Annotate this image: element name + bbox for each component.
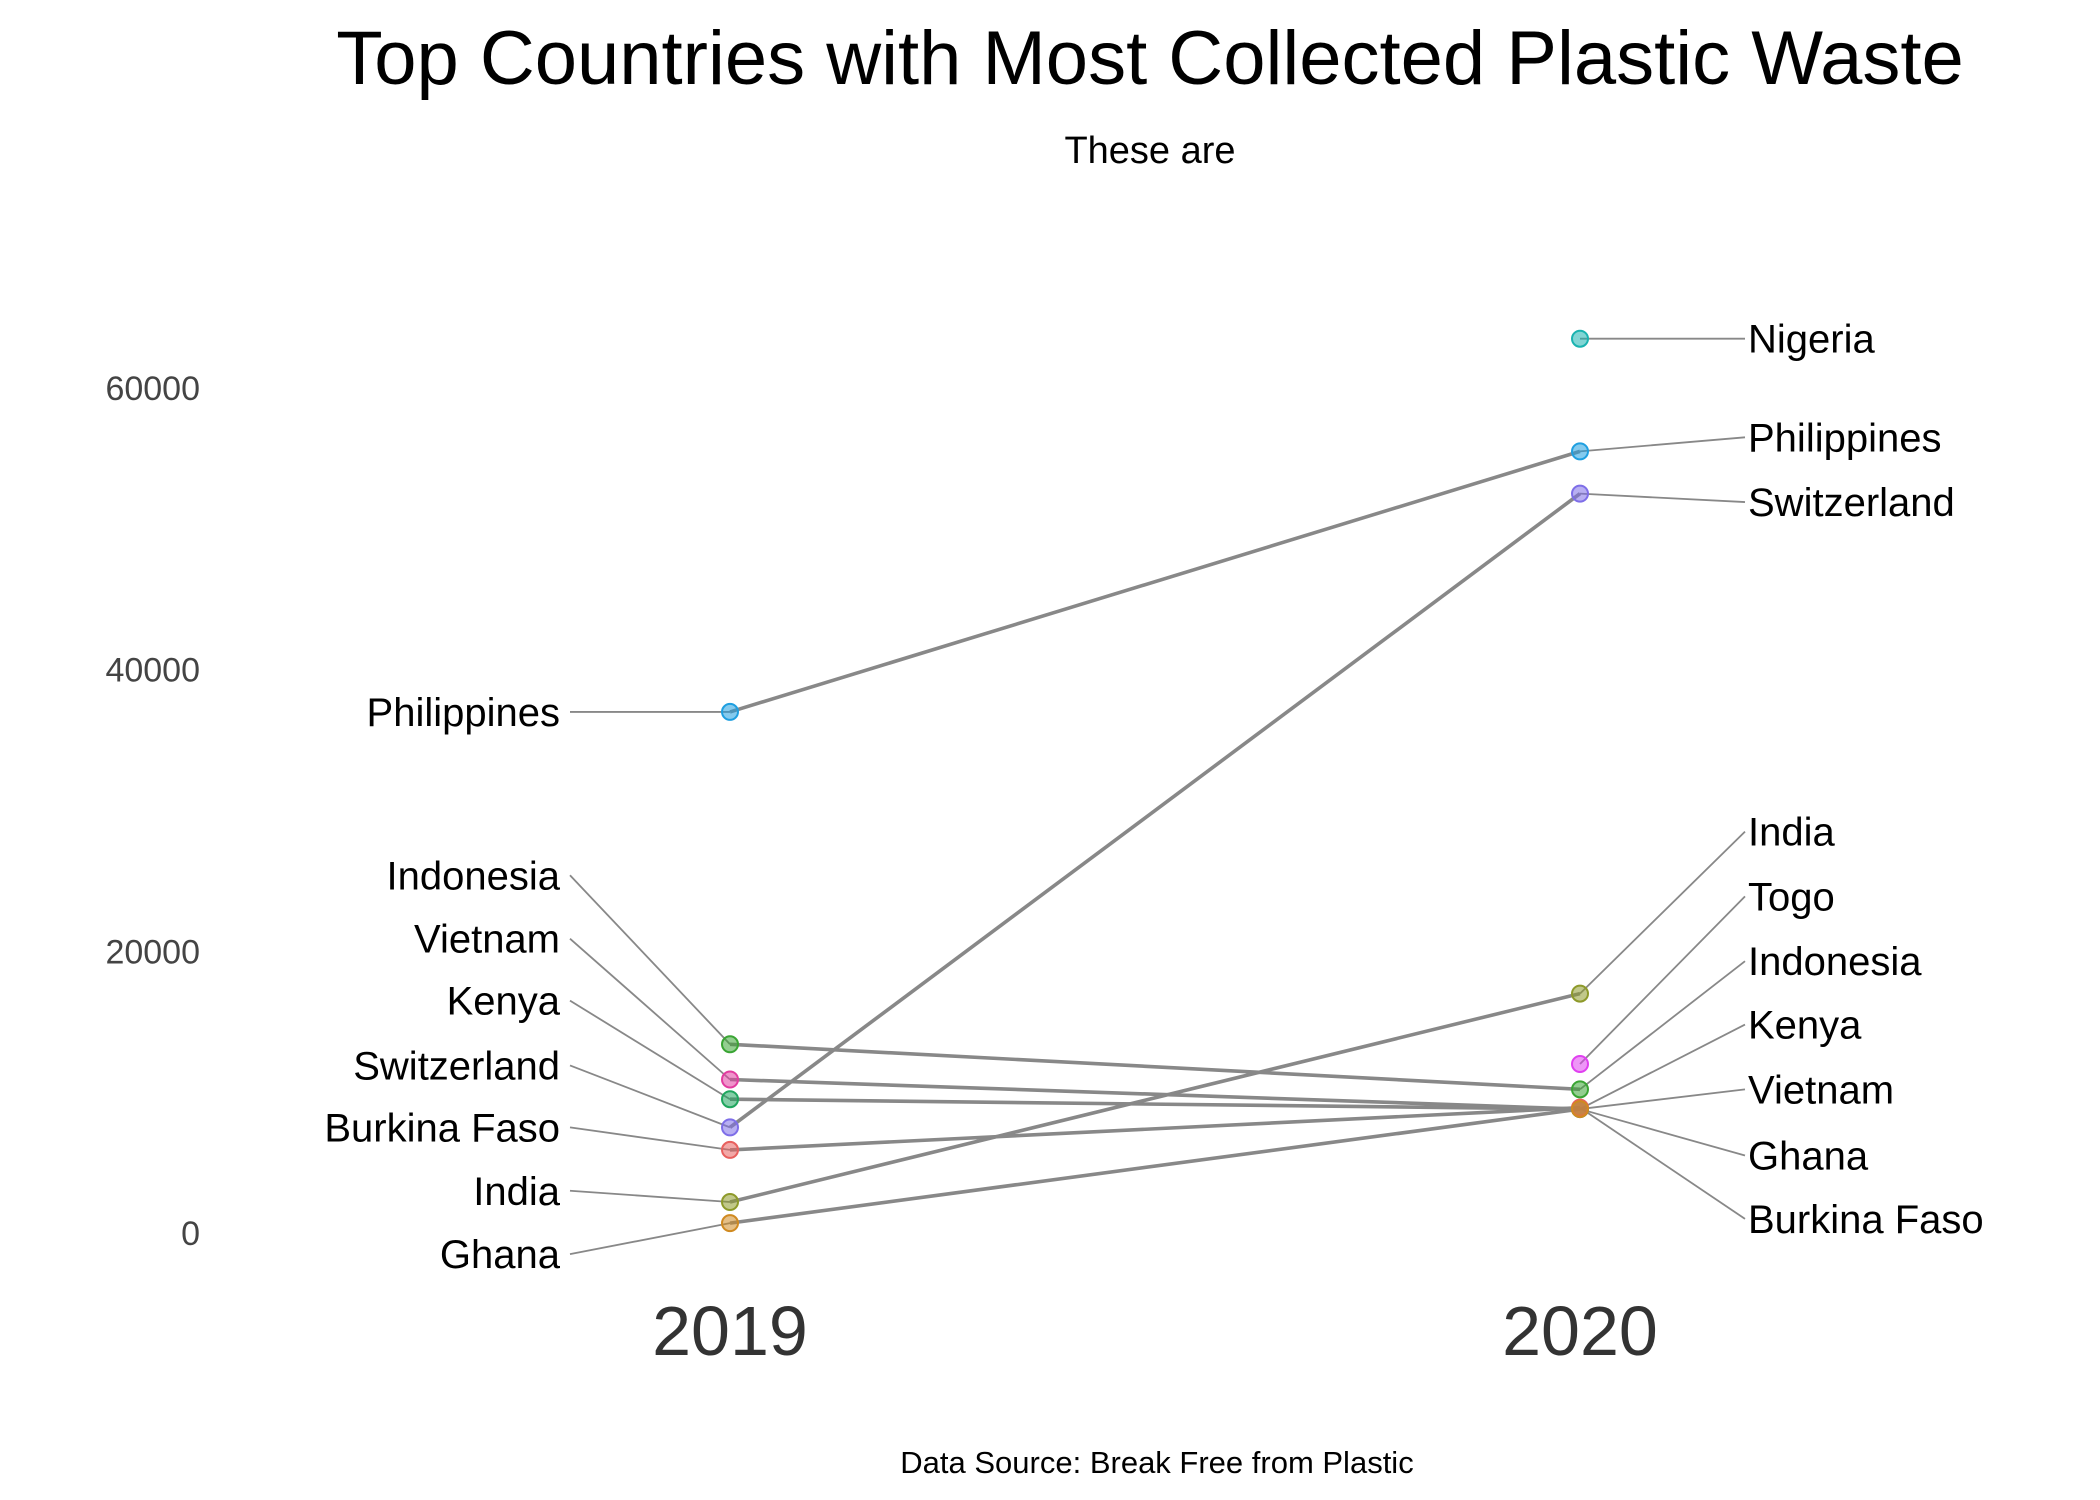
label-2020-burkina-faso: Burkina Faso (1748, 1198, 1984, 1242)
point-2019-india (721, 1193, 739, 1212)
y-tick-label-40000: 40000 (105, 652, 200, 690)
label-2020-indonesia: Indonesia (1748, 940, 1922, 984)
x-tick-label-2020: 2020 (1502, 1292, 1658, 1370)
leader-line-2020-burkina-faso (1579, 1106, 1746, 1220)
label-2020-vietnam: Vietnam (1748, 1068, 1894, 1112)
slope-line-burkina-faso (729, 1105, 1581, 1152)
label-2020-switzerland: Switzerland (1748, 481, 1955, 525)
slope-line-switzerland (728, 492, 1582, 1129)
slope-line-kenya (729, 1097, 1581, 1111)
label-2019-philippines: Philippines (367, 691, 560, 735)
leader-line-2019-ghana (569, 1222, 731, 1256)
leader-line-2019-switzerland (569, 1064, 731, 1129)
y-tick-label-60000: 60000 (105, 370, 200, 408)
y-axis: 0 20000 40000 60000 (105, 370, 200, 1253)
leader-line-2020-indonesia (1579, 960, 1746, 1091)
label-2020-philippines: Philippines (1748, 416, 1941, 460)
label-2020-kenya: Kenya (1748, 1004, 1862, 1048)
point-2020-indonesia (1571, 1080, 1589, 1099)
point-2020-nigeria (1571, 329, 1589, 348)
point-2020-switzerland (1571, 484, 1589, 503)
label-2019-burkina-faso: Burkina Faso (324, 1106, 560, 1150)
point-2019-kenya (721, 1090, 739, 1109)
x-axis: 2019 2020 (652, 1292, 1658, 1370)
label-2020-india: India (1748, 811, 1835, 855)
country-labels: Philippines Philippines Indonesia Indonesia… (324, 318, 1983, 1277)
leader-line-2020-ghana (1579, 1108, 1746, 1157)
chart-subtitle: These are (1064, 130, 1235, 172)
label-leader-lines (569, 337, 1746, 1256)
x-tick-label-2019: 2019 (652, 1292, 808, 1370)
label-2020-ghana: Ghana (1748, 1135, 1869, 1179)
slope-line-india (729, 991, 1581, 1204)
leader-line-2020-switzerland (1579, 492, 1746, 503)
point-2020-togo (1571, 1055, 1589, 1073)
label-2019-ghana: Ghana (440, 1233, 561, 1277)
slope-line-indonesia (729, 1042, 1581, 1092)
leader-line-2019-indonesia (569, 874, 731, 1045)
point-2019-vietnam (721, 1070, 739, 1089)
leader-line-2020-philippines (1579, 436, 1746, 453)
data-points (721, 329, 1589, 1233)
point-2020-ghana (1571, 1100, 1589, 1119)
label-2019-indonesia: Indonesia (387, 854, 561, 898)
point-2019-ghana (721, 1214, 739, 1233)
leader-line-2020-india (1579, 830, 1746, 995)
leader-line-2020-togo (1579, 895, 1746, 1065)
point-2020-philippines (1571, 442, 1589, 461)
leader-line-2020-kenya (1579, 1023, 1746, 1110)
point-2019-indonesia (721, 1035, 739, 1054)
leader-line-2019-kenya (569, 999, 731, 1100)
y-tick-label-0: 0 (181, 1215, 200, 1253)
label-2019-switzerland: Switzerland (353, 1044, 560, 1088)
label-2020-togo: Togo (1748, 875, 1835, 919)
label-2019-kenya: Kenya (447, 980, 561, 1024)
leader-line-2019-burkina-faso (569, 1126, 731, 1151)
point-2020-india (1571, 984, 1589, 1003)
chart-title: Top Countries with Most Collected Plasti… (336, 16, 1964, 101)
label-2019-vietnam: Vietnam (414, 918, 560, 962)
label-2019-india: India (473, 1170, 560, 1214)
point-2019-burkina-faso (721, 1140, 739, 1159)
label-2020-nigeria: Nigeria (1748, 318, 1875, 362)
leader-line-2019-india (569, 1189, 731, 1203)
y-tick-label-20000: 20000 (105, 933, 200, 971)
leader-line-2020-vietnam (1579, 1088, 1746, 1110)
point-2019-philippines (721, 702, 739, 721)
chart-caption: Data Source: Break Free from Plastic (900, 1445, 1413, 1480)
leader-line-2019-vietnam (569, 937, 731, 1081)
point-2019-switzerland (721, 1118, 739, 1137)
slope-line-philippines (729, 449, 1581, 714)
slope-lines (728, 449, 1582, 1225)
slope-line-ghana (729, 1107, 1581, 1225)
slope-line-vietnam (729, 1077, 1581, 1111)
